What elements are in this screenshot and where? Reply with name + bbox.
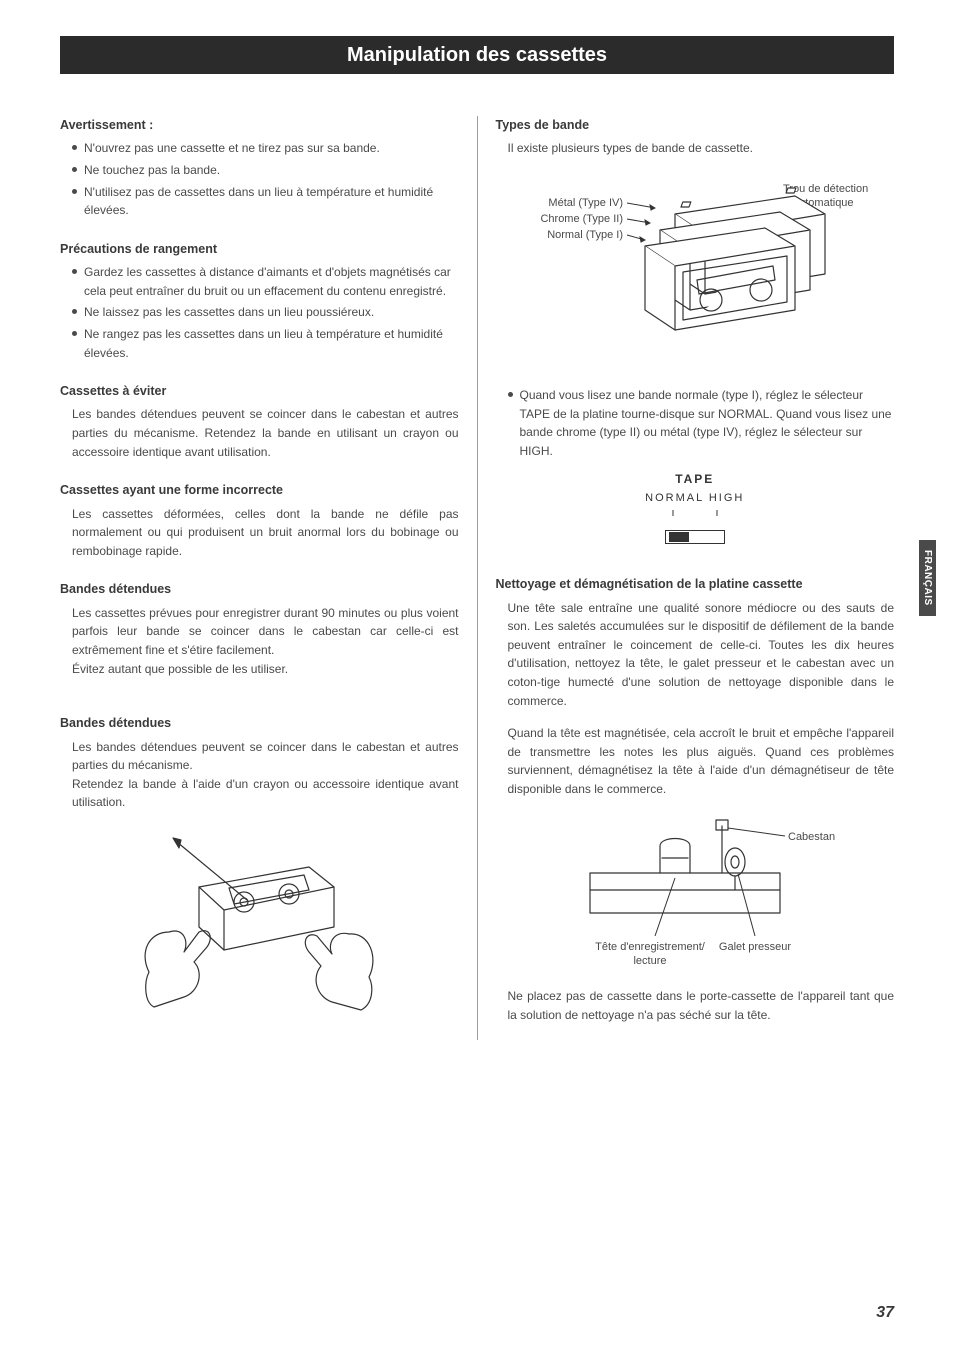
heading: Cassettes ayant une forme incorrecte [60,481,459,500]
heading: Cassettes à éviter [60,382,459,401]
label-metal: Métal (Type IV) [548,197,623,209]
body-text: Ne placez pas de cassette dans le porte-… [496,987,895,1024]
tape-switch-figure: TAPE NORMAL HIGH [496,470,895,549]
switch-label-tape: TAPE [496,470,895,489]
label-roller: Galet presseur [719,941,791,953]
switch-box [665,530,725,544]
bullet-list: N'ouvrez pas une cassette et ne tirez pa… [60,139,459,219]
heading: Nettoyage et démagnétisation de la plati… [496,575,895,594]
list-item: Ne laissez pas les cassettes dans un lie… [72,303,459,322]
left-column: Avertissement : N'ouvrez pas une cassett… [60,116,478,1040]
label-head-2: lecture [633,955,666,967]
list-item: Ne touchez pas la bande. [72,161,459,180]
list-item: Ne rangez pas les cassettes dans un lieu… [72,325,459,362]
section-forme: Cassettes ayant une forme incorrecte Les… [60,481,459,560]
list-item: Gardez les cassettes à distance d'aimant… [72,263,459,300]
label-cabestan: Cabestan [788,831,835,843]
page-number: 37 [876,1304,894,1322]
cassette-types-svg: Métal (Type IV) Chrome (Type II) Normal … [505,178,885,368]
figure-hands-cassette [60,832,459,1032]
page-title-bar: Manipulation des cassettes [60,36,894,74]
heading: Types de bande [496,116,895,135]
body-text: Les cassettes prévues pour enregistrer d… [60,604,459,660]
section-nettoyage: Nettoyage et démagnétisation de la plati… [496,575,895,798]
language-tab: FRANÇAIS [919,540,936,616]
figure-cassette-types: Métal (Type IV) Chrome (Type II) Normal … [496,178,895,368]
list-item: N'ouvrez pas une cassette et ne tirez pa… [72,139,459,158]
hands-cassette-svg [129,832,389,1032]
section-precautions: Précautions de rangement Gardez les cass… [60,240,459,362]
head-svg: Cabestan Tête d'enregistrement/ lecture … [530,818,860,973]
section-detendues-2: Bandes détendues Les bandes détendues pe… [60,714,459,812]
switch-label-normal-high: NORMAL HIGH [496,490,895,507]
section-detendues-1: Bandes détendues Les cassettes prévues p… [60,580,459,678]
content-columns: Avertissement : N'ouvrez pas une cassett… [60,116,894,1040]
heading: Bandes détendues [60,714,459,733]
body-text: Retendez la bande à l'aide d'un crayon o… [60,775,459,812]
page: Manipulation des cassettes Avertissement… [0,0,954,1350]
body-text: Les bandes détendues peuvent se coincer … [60,405,459,461]
body-text: Il existe plusieurs types de bande de ca… [496,139,895,158]
label-normal: Normal (Type I) [547,229,623,241]
heading: Précautions de rangement [60,240,459,259]
body-text: Les cassettes déformées, celles dont la … [60,505,459,561]
body-text: Une tête sale entraîne une qualité sonor… [496,599,895,711]
section-types: Types de bande Il existe plusieurs types… [496,116,895,158]
bullet-list: Gardez les cassettes à distance d'aimant… [60,263,459,362]
body-text: Quand la tête est magnétisée, cela accro… [496,724,895,798]
right-column: Types de bande Il existe plusieurs types… [478,116,895,1040]
list-item: Quand vous lisez une bande normale (type… [508,386,895,460]
list-item: N'utilisez pas de cassettes dans un lieu… [72,183,459,220]
body-text: Les bandes détendues peuvent se coincer … [60,738,459,775]
section-avertissement: Avertissement : N'ouvrez pas une cassett… [60,116,459,220]
heading: Bandes détendues [60,580,459,599]
label-chrome: Chrome (Type II) [540,213,623,225]
heading: Avertissement : [60,116,459,135]
bullet-list: Quand vous lisez une bande normale (type… [496,386,895,460]
switch-ticks [645,510,745,520]
switch-knob [669,532,689,542]
page-title: Manipulation des cassettes [347,44,607,67]
label-head-1: Tête d'enregistrement/ [595,941,706,953]
figure-head: Cabestan Tête d'enregistrement/ lecture … [496,818,895,973]
body-text: Évitez autant que possible de les utilis… [60,660,459,679]
section-eviter: Cassettes à éviter Les bandes détendues … [60,382,459,461]
